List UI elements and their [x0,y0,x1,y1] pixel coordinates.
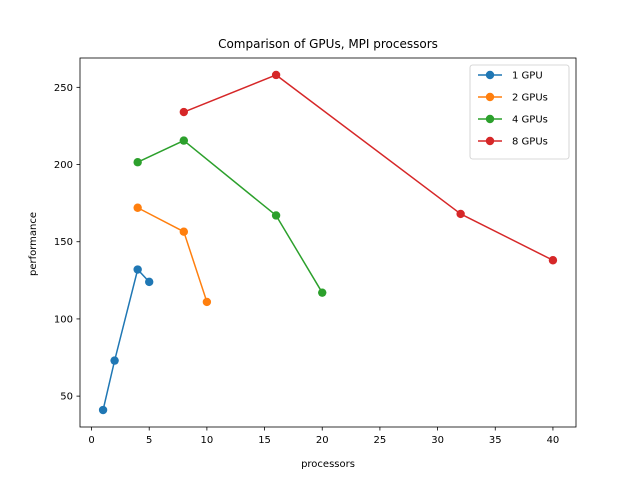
legend-box [469,64,570,160]
plot-area: 0 5 10 15 20 25 30 35 40 50 100 150 200 250 [54,57,577,446]
x-tick-label: 40 [547,435,560,446]
data-point-series-3 [271,211,281,220]
chart-title: Comparison of GPUs, MPI processors [218,37,438,51]
legend-label-1: 1 GPU [512,71,543,82]
data-point-series-3 [318,288,327,297]
legend-marker-1 [485,70,495,80]
data-point-series-3 [133,158,142,167]
series-line-1 [102,268,150,411]
legend-marker-3 [485,114,495,124]
y-tick-label: 250 [54,83,73,94]
data-point-series-2 [133,203,142,212]
x-axis-label: processors [301,459,355,470]
legend-label-3: 4 GPUs [512,115,548,126]
axes-frame [79,57,577,428]
x-tick-label: 15 [258,435,271,446]
x-tick-label: 25 [374,435,387,446]
legend-label-4: 8 GPUs [512,137,548,148]
data-point-series-4 [456,209,465,219]
y-tick-label: 50 [60,392,73,403]
x-tick-label: 35 [489,435,502,446]
data-point-series-1 [133,265,142,274]
y-tick-label: 100 [54,314,73,325]
legend-label-2: 2 GPUs [512,93,548,104]
data-point-series-4 [179,107,189,117]
x-tick-label: 20 [316,435,329,446]
y-tick-label: 150 [54,237,73,248]
series-line-4 [183,74,554,262]
data-point-series-1 [110,356,119,365]
data-point-series-2 [179,227,189,236]
y-tick-label: 200 [54,160,73,171]
data-point-series-4 [271,70,281,80]
series-line-3 [136,139,323,294]
data-point-series-2 [202,297,212,307]
x-tick-label: 5 [146,435,152,446]
data-point-series-4 [548,256,558,265]
x-tick-label: 0 [88,435,94,446]
data-point-series-1 [98,405,108,415]
legend-marker-4 [485,136,495,146]
data-point-series-3 [179,136,189,145]
data-point-series-1 [145,277,154,287]
x-tick-label: 10 [201,435,214,446]
legend: 1 GPU 2 GPUs 4 GPUs 8 GPUs [469,64,570,160]
legend-marker-2 [485,92,495,102]
y-axis-label: performance [28,212,39,276]
x-tick-label: 30 [431,435,444,446]
